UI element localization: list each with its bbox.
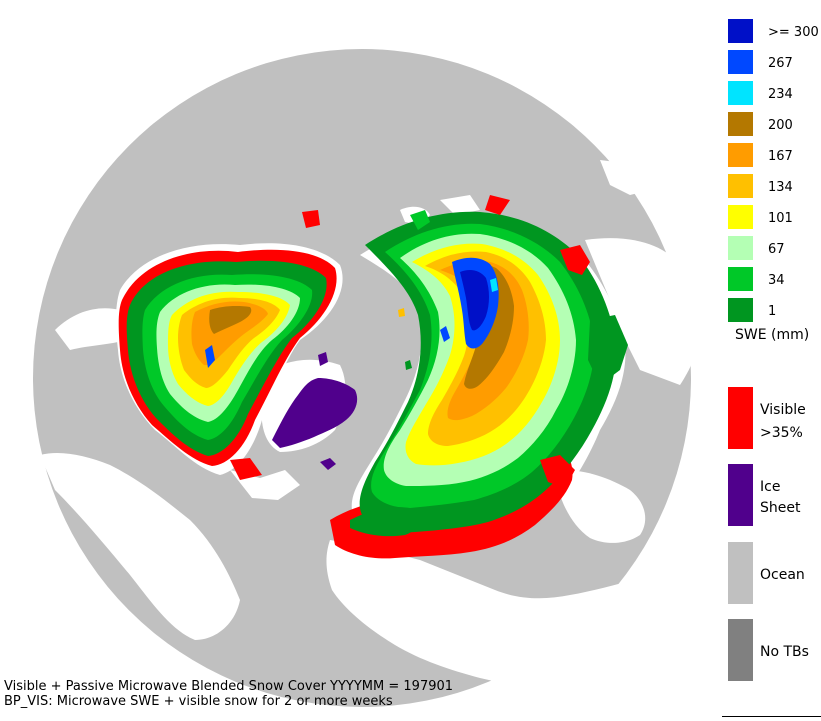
snow-eurasia	[330, 195, 628, 559]
legend-swatch-swe-34	[728, 267, 753, 291]
legend-label-no-tbs: No TBs	[760, 644, 809, 660]
legend-label-swe-234: 234	[768, 87, 793, 102]
legend-swe-unit: SWE (mm)	[735, 327, 810, 343]
arctic-ice-patch	[318, 352, 328, 366]
legend-label-ocean: Ocean	[760, 567, 805, 583]
legend-label-ice-sheet-line1: Ice	[760, 479, 781, 495]
legend-label-swe-67: 67	[768, 242, 785, 257]
legend-label-swe-1: 1	[768, 304, 777, 319]
legend-swatch-swe-167	[728, 143, 753, 167]
legend-swatch-no-tbs	[728, 619, 753, 681]
legend-swatch-visible	[728, 387, 753, 449]
legend-swatch-swe-267	[728, 50, 753, 74]
bottom-rule	[722, 716, 821, 717]
caption-line1: Visible + Passive Microwave Blended Snow…	[4, 679, 454, 694]
legend-swatch-ice-sheet	[728, 464, 753, 526]
legend-swatch-swe-1	[728, 298, 753, 322]
greenland-ice-sheet	[272, 378, 358, 448]
legend-label-ice-sheet-line2: Sheet	[760, 500, 801, 516]
legend-label-swe-167: 167	[768, 149, 793, 164]
legend-swatch-swe-67	[728, 236, 753, 260]
legend-swatch-swe-134	[728, 174, 753, 198]
legend-label-swe-134: 134	[768, 180, 793, 195]
caption-line2: BP_VIS: Microwave SWE + visible snow for…	[4, 694, 393, 709]
legend-swatch-swe-200	[728, 112, 753, 136]
legend-label-swe-101: 101	[768, 211, 793, 226]
legend-label-swe-267: 267	[768, 56, 793, 71]
legend-swatch-swe-101	[728, 205, 753, 229]
legend-label-swe-34: 34	[768, 273, 785, 288]
iceland-patch	[320, 458, 336, 470]
small-snow-patches	[302, 210, 412, 370]
legend-label-swe-200: 200	[768, 118, 793, 133]
legend-label-swe-300: >= 300	[768, 25, 819, 40]
legend-swatch-swe-300	[728, 19, 753, 43]
legend-swatch-ocean	[728, 542, 753, 604]
legend-label-visible-line2: >35%	[760, 425, 803, 441]
legend-label-visible-line1: Visible	[760, 402, 806, 418]
snow-north-america	[118, 249, 337, 480]
legend-swatch-swe-234	[728, 81, 753, 105]
